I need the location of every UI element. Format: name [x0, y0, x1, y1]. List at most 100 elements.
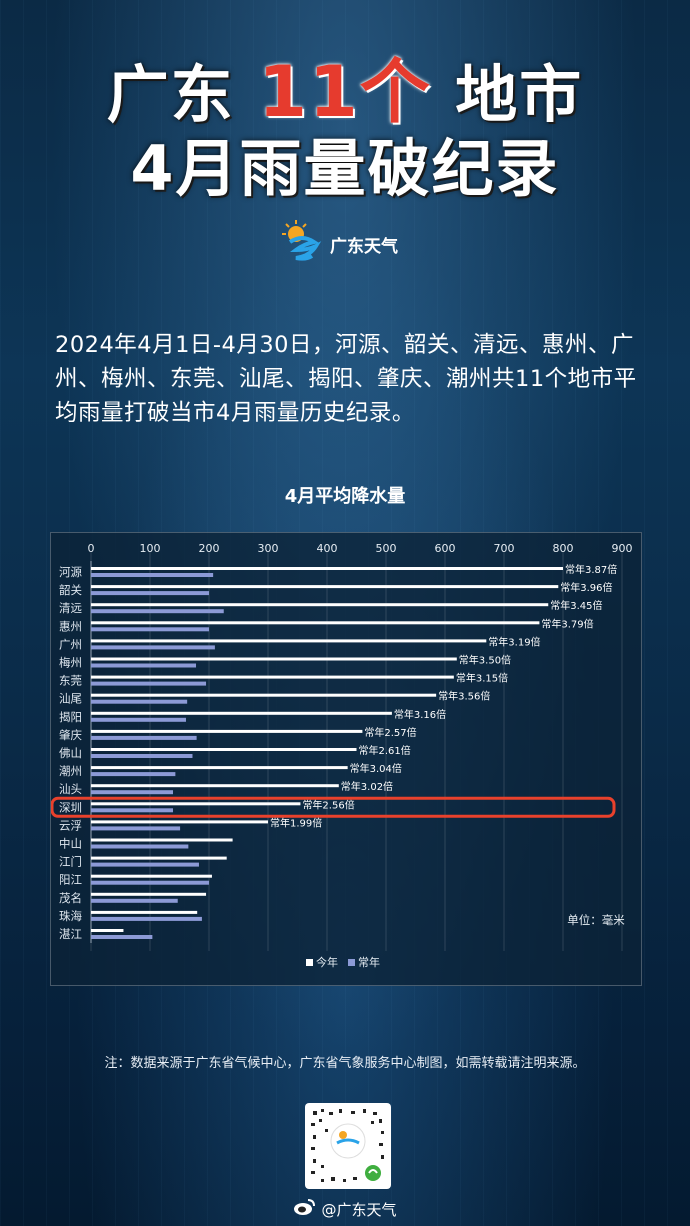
bar-this-year — [91, 748, 357, 751]
bar-annotation: 常年2.61倍 — [359, 744, 411, 757]
bar-normal-year — [91, 735, 197, 740]
category-label: 揭阳 — [59, 710, 82, 724]
bar-this-year — [91, 802, 301, 806]
weather-sun-cloud-logo-icon — [282, 220, 322, 268]
bar-annotation: 常年3.45倍 — [550, 599, 602, 612]
bar-normal-year — [91, 790, 174, 795]
bar-this-year — [91, 820, 268, 824]
bar-normal-year — [91, 681, 207, 686]
weibo-icon — [293, 1198, 316, 1220]
category-label: 珠海 — [59, 909, 82, 923]
bar-chart: 0 100 200 300 400 500 600 700 800 900河源 常年3.87倍韶关常… — [51, 542, 633, 969]
category-label: 东莞 — [59, 674, 82, 688]
qr-code[interactable] — [305, 1103, 391, 1189]
bar-this-year — [91, 585, 559, 589]
category-label: 潮州 — [59, 764, 82, 778]
weibo-handle[interactable]: @广东天气 — [0, 1198, 690, 1220]
bar-normal-year — [91, 609, 224, 614]
category-label: 河源 — [59, 565, 82, 579]
chart-title: 4月平均降水量 — [284, 486, 406, 507]
category-label: 肇庆 — [59, 728, 82, 742]
title-part-b: 地市 — [455, 58, 584, 131]
x-tick-label: 200 — [199, 542, 220, 555]
legend-swatch-this-year — [306, 959, 313, 966]
bar-this-year — [91, 639, 487, 643]
highlight-box — [51, 796, 616, 818]
bar-normal-year — [91, 880, 209, 885]
category-label: 云浮 — [59, 818, 82, 832]
legend-label-this-year: 今年 — [316, 955, 338, 969]
bar-normal-year — [91, 844, 189, 849]
page-title-line1: 广东 11个 地市 — [0, 36, 690, 137]
bar-this-year — [91, 621, 540, 625]
bar-this-year — [91, 603, 549, 607]
category-label: 江门 — [59, 855, 82, 869]
bar-normal-year — [91, 645, 215, 650]
bar-this-year — [91, 766, 348, 770]
bar-annotation: 常年3.50倍 — [459, 654, 511, 667]
chart-panel: 0 100 200 300 400 500 600 700 800 900 河源 常年3.87倍 韶关常… — [50, 532, 642, 986]
bar-this-year — [91, 929, 124, 932]
x-tick-label: 600 — [435, 542, 456, 555]
bar-annotation: 常年3.19倍 — [488, 635, 540, 648]
bar-this-year — [91, 567, 563, 570]
bar-annotation: 常年3.16倍 — [394, 708, 446, 721]
bar-normal-year — [91, 699, 188, 704]
category-label: 广州 — [59, 637, 82, 651]
category-label: 梅州 — [59, 656, 82, 670]
category-label: 佛山 — [59, 746, 82, 760]
bar-annotation: 常年2.57倍 — [364, 726, 416, 739]
category-label: 清远 — [59, 601, 82, 615]
bar-normal-year — [91, 935, 153, 939]
bar-annotation: 常年3.15倍 — [456, 672, 508, 685]
bar-annotation: 常年3.04倍 — [350, 762, 402, 775]
category-label: 惠州 — [59, 619, 82, 633]
x-tick-label: 700 — [494, 542, 515, 555]
bar-annotation: 常年3.56倍 — [438, 690, 490, 703]
category-label: 阳江 — [59, 873, 82, 887]
category-label: 韶关 — [59, 583, 82, 597]
x-tick-label: 400 — [317, 542, 338, 555]
bar-annotation: 常年2.56倍 — [302, 798, 354, 811]
brand-name: 广东天气 — [330, 236, 398, 257]
bar-normal-year — [91, 862, 199, 867]
category-label: 湛江 — [59, 927, 82, 941]
qr-code-icon — [311, 1109, 384, 1182]
bar-normal-year — [91, 916, 202, 921]
x-tick-label: 100 — [140, 542, 161, 555]
bar-annotation: 常年3.87倍 — [565, 563, 617, 576]
bar-this-year — [91, 892, 207, 896]
bar-normal-year — [91, 772, 176, 777]
bar-this-year — [91, 874, 212, 878]
bar-normal-year — [91, 898, 178, 903]
x-tick-label: 900 — [612, 542, 633, 555]
source-note: 注：数据来源于广东省气候中心，广东省气象服务中心制图，如需转载请注明来源。 — [104, 1056, 586, 1071]
page-title-line2: 4月雨量破纪录 — [130, 132, 560, 205]
bar-normal-year — [91, 591, 209, 596]
bar-annotation: 常年3.02倍 — [341, 780, 393, 793]
bar-normal-year — [91, 663, 197, 668]
legend-swatch-normal-year — [348, 959, 355, 966]
bar-normal-year — [91, 627, 209, 632]
bar-this-year — [91, 693, 437, 697]
category-label: 中山 — [59, 837, 82, 851]
x-tick-label: 500 — [376, 542, 397, 555]
x-tick-label: 300 — [258, 542, 279, 555]
title-highlight: 11个 — [258, 51, 432, 133]
bar-annotation: 常年1.99倍 — [270, 816, 322, 829]
bar-annotation: 常年3.96倍 — [560, 581, 612, 594]
x-tick-label: 800 — [553, 542, 574, 555]
weibo-handle-text: @广东天气 — [321, 1200, 397, 1219]
bar-normal-year — [91, 754, 193, 758]
bar-normal-year — [91, 808, 174, 813]
bar-normal-year — [91, 717, 186, 722]
bar-this-year — [91, 657, 457, 661]
category-label: 深圳 — [59, 800, 82, 814]
bar-annotation: 常年3.79倍 — [541, 617, 593, 630]
category-label: 汕尾 — [59, 692, 82, 706]
brand: 广东天气 — [282, 220, 398, 268]
bar-this-year — [91, 784, 339, 788]
intro-paragraph: 2024年4月1日-4月30日，河源、韶关、清远、惠州、广州、梅州、东莞、汕尾、… — [55, 332, 637, 426]
bar-normal-year — [91, 826, 181, 831]
x-tick-label: 0 — [88, 542, 95, 555]
